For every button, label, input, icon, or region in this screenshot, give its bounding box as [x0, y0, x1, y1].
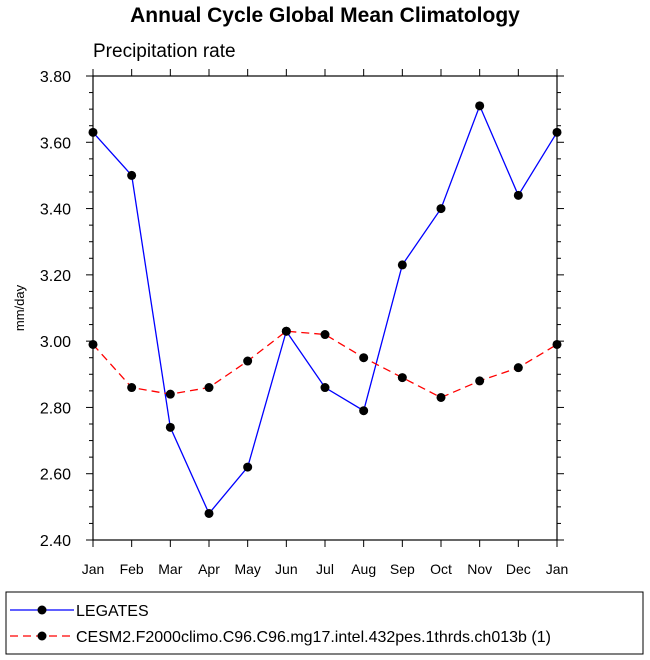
- chart-subtitle: Precipitation rate: [93, 41, 236, 62]
- data-point: [475, 376, 485, 386]
- y-tick-label: 2.60: [40, 467, 71, 484]
- y-tick-label: 2.80: [40, 400, 71, 417]
- x-tick-label: Nov: [467, 561, 492, 577]
- x-tick-label: Mar: [158, 561, 182, 577]
- x-tick-label: Aug: [351, 561, 376, 577]
- series-0: [88, 101, 562, 518]
- data-point: [513, 363, 523, 373]
- y-tick-label: 3.60: [40, 135, 71, 152]
- data-point: [243, 356, 253, 366]
- x-tick-label: May: [234, 561, 260, 577]
- legend-label-cesm2: CESM2.F2000climo.C96.C96.mg17.intel.432p…: [76, 629, 551, 646]
- data-point: [436, 204, 446, 214]
- y-tick-label: 3.40: [40, 202, 71, 219]
- x-tick-label: Oct: [430, 561, 452, 577]
- data-point: [165, 422, 175, 432]
- x-tick-label: Jun: [275, 561, 298, 577]
- data-point: [281, 326, 291, 336]
- legend-marker-legates: [37, 605, 47, 615]
- data-point: [436, 392, 446, 402]
- x-tick-label: Jan: [546, 561, 569, 577]
- legend-box: [5, 591, 644, 655]
- x-tick-label: Dec: [506, 561, 531, 577]
- x-tick-label: Feb: [120, 561, 144, 577]
- data-point: [320, 330, 330, 340]
- data-point: [165, 389, 175, 399]
- y-tick-label: 3.00: [40, 334, 71, 351]
- data-point: [204, 383, 214, 393]
- series-1: [88, 326, 562, 402]
- data-point: [359, 353, 369, 363]
- legend-item-cesm2: CESM2.F2000climo.C96.C96.mg17.intel.432p…: [10, 629, 551, 646]
- x-tick-label: Sep: [390, 561, 415, 577]
- legend: LEGATES CESM2.F2000climo.C96.C96.mg17.in…: [5, 591, 644, 655]
- data-point: [513, 190, 523, 200]
- data-point: [552, 339, 562, 349]
- plot-frame: [92, 75, 558, 541]
- y-tick-label: 3.80: [40, 69, 71, 86]
- series-layer: [88, 101, 562, 518]
- y-axis-label: mm/day: [12, 284, 27, 331]
- data-point: [359, 406, 369, 416]
- y-tick-label: 2.40: [40, 533, 71, 550]
- data-point: [88, 127, 98, 137]
- axes: 2.40 2.60 2.80 3.00 3.20 3.40 3.60 3.80 Jan Feb Ma…: [40, 69, 568, 577]
- x-tick-label: Jul: [316, 561, 334, 577]
- legend-marker-cesm2: [37, 631, 47, 641]
- data-point: [127, 170, 137, 180]
- series-line-0: [92, 104, 558, 515]
- data-point: [88, 339, 98, 349]
- x-tick-label: Apr: [198, 561, 220, 577]
- data-point: [397, 260, 407, 270]
- legend-label-legates: LEGATES: [76, 603, 149, 620]
- data-point: [243, 462, 253, 472]
- x-tick-label: Jan: [82, 561, 105, 577]
- data-point: [475, 101, 485, 111]
- data-point: [204, 508, 214, 518]
- chart-title: Annual Cycle Global Mean Climatology: [130, 4, 520, 27]
- data-point: [397, 373, 407, 383]
- y-tick-label: 3.20: [40, 268, 71, 285]
- legend-item-legates: LEGATES: [10, 603, 149, 620]
- data-point: [320, 383, 330, 393]
- data-point: [552, 127, 562, 137]
- data-point: [127, 383, 137, 393]
